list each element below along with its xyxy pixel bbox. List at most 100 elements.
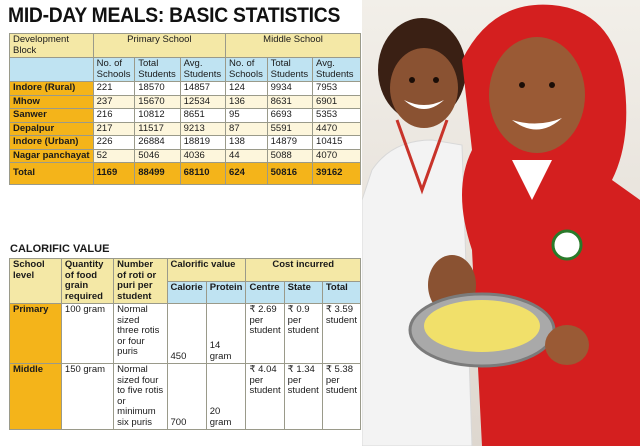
table-row: Mhow 237 15670 12534 136 8631 6901 [9,94,361,109]
cell: 4070 [312,148,361,163]
cell: 18819 [179,135,227,150]
cell: 14879 [266,135,314,150]
cell: 95 [225,108,268,123]
col-header-block: Development Block [9,33,94,58]
block-name: Sanwer [9,108,94,123]
cell: 12534 [179,94,227,109]
cell: 9934 [266,81,314,96]
block-name: Indore (Rural) [9,81,94,96]
subheader: Avg. Students [312,57,361,82]
cell: 18570 [134,81,181,96]
cell: 14857 [179,81,227,96]
cell: 20 gram [205,363,247,430]
cell: 11517 [134,121,181,136]
cell: ₹ 2.69 per student [245,303,285,364]
cell: 6901 [312,94,361,109]
cell: ₹ 3.59 student [321,303,362,364]
cell: 221 [92,81,136,96]
cell: 26884 [134,135,181,150]
cell: 5591 [266,121,314,136]
statistics-table: Development Block Primary School Middle … [9,33,361,185]
subheader: Avg. Students [179,57,227,82]
cell: 5046 [134,148,181,163]
total-row: Total 1169 88499 68110 624 50816 39162 [9,162,361,185]
school-level: Middle [9,363,62,430]
total-label: Total [9,162,94,185]
cell: 136 [225,94,268,109]
cell: 7953 [312,81,361,96]
cell: Normal sized four to five rotis or minim… [113,363,168,430]
subheader: Calorie [166,280,207,304]
cell: 6693 [266,108,314,123]
subheader: Protein [205,280,247,304]
cell: 5088 [266,148,314,163]
cell: 87 [225,121,268,136]
col-header-calorific: Calorific value [166,258,247,282]
block-name: Depalpur [9,121,94,136]
cell: 9213 [179,121,227,136]
subheader: No. of Schools [225,57,268,82]
section-title: CALORIFIC VALUE [10,243,110,255]
subheader: State [283,280,323,304]
cell: 216 [92,108,136,123]
cell: 1169 [92,162,136,185]
cell: 50816 [266,162,314,185]
table-row: Middle 150 gram Normal sized four to fiv… [9,363,362,430]
subheader: No. of Schools [92,57,136,82]
cell: 237 [92,94,136,109]
cell: 14 gram [205,303,247,364]
cell: ₹ 4.04 per student [245,363,285,430]
school-level: Primary [9,303,62,364]
cell: 100 gram [60,303,115,364]
cell: 8631 [266,94,314,109]
cell: 226 [92,135,136,150]
table-row: Indore (Urban) 226 26884 18819 138 14879… [9,135,361,150]
cell: 5353 [312,108,361,123]
children-eating-photo [362,0,640,446]
cell: 44 [225,148,268,163]
subheader: Total [321,280,362,304]
cell: 4470 [312,121,361,136]
photo-illustration [362,4,640,446]
cell: 4036 [179,148,227,163]
block-name: Nagar panchayat [9,148,94,163]
col-header-middle: Middle School [225,33,361,58]
block-name: Indore (Urban) [9,135,94,150]
cell: 52 [92,148,136,163]
cell: 15670 [134,94,181,109]
table-row: Depalpur 217 11517 9213 87 5591 4470 [9,121,361,136]
cell: 88499 [134,162,181,185]
cell: 124 [225,81,268,96]
subheader: Total Students [266,57,314,82]
cell: Normal sized three rotis or four puris [113,303,168,364]
cell: 10415 [312,135,361,150]
page-title: MID-DAY MEALS: BASIC STATISTICS [8,4,341,27]
cell: 68110 [179,162,227,185]
table-row: Nagar panchayat 52 5046 4036 44 5088 407… [9,148,361,163]
block-name: Mhow [9,94,94,109]
cell: 217 [92,121,136,136]
table-row: Primary 100 gram Normal sized three roti… [9,303,362,364]
cell: 39162 [312,162,361,185]
cell: 138 [225,135,268,150]
cell: 624 [225,162,268,185]
subheader: Total Students [134,57,181,82]
calorific-table: School level Quantity of food grain requ… [9,258,362,430]
subheader-spacer [9,57,94,82]
cell: 700 [166,363,207,430]
table-row: Sanwer 216 10812 8651 95 6693 5353 [9,108,361,123]
col-header-level: School level [9,258,62,304]
cell: ₹ 1.34 per student [283,363,323,430]
cell: ₹ 0.9 per student [283,303,323,364]
col-header-primary: Primary School [92,33,227,58]
table-row: Indore (Rural) 221 18570 14857 124 9934 … [9,81,361,96]
col-header-roti: Number of roti or puri per student [113,258,168,304]
cell: 8651 [179,108,227,123]
col-header-cost: Cost incurred [245,258,361,282]
cell: 150 gram [60,363,115,430]
subheader: Centre [245,280,285,304]
col-header-quantity: Quantity of food grain required [60,258,115,304]
cell: 10812 [134,108,181,123]
cell: 450 [166,303,207,364]
cell: ₹ 5.38 per student [321,363,362,430]
